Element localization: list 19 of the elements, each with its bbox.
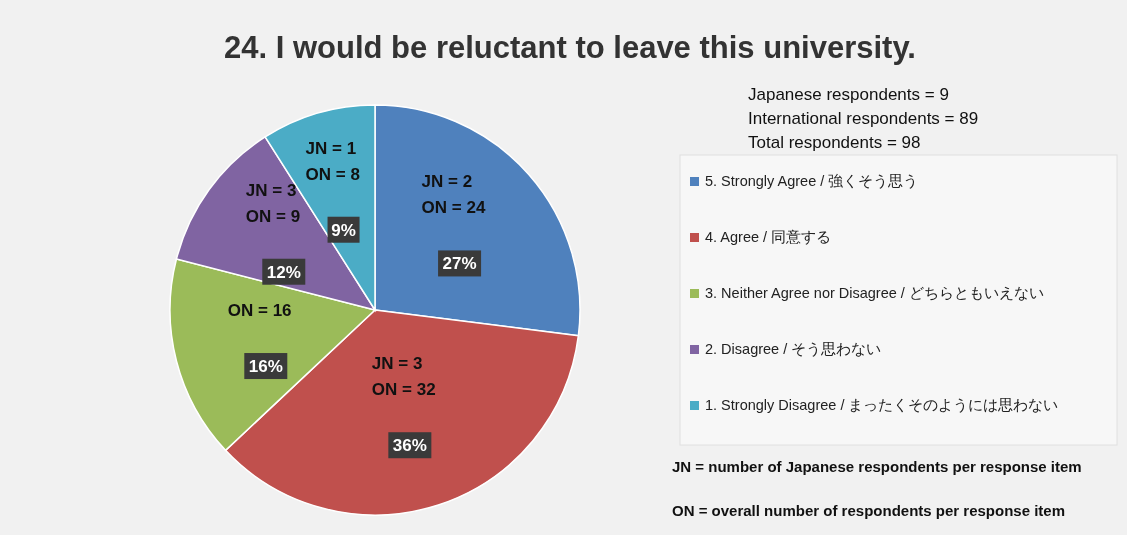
legend-label: 4. Agree / 同意する <box>705 229 832 245</box>
text: JN = 1 ON = 8 <box>305 138 360 184</box>
data-label: 12% <box>266 262 301 282</box>
text: ON = 16 <box>227 301 292 321</box>
data-label: 36% <box>392 436 427 456</box>
legend-label: 1. Strongly Disagree / まったくそのようには思わない <box>705 397 1059 413</box>
text: JN = 2 ON = 24 <box>421 172 486 218</box>
data-label: 27% <box>442 254 477 274</box>
data-label: 16% <box>248 357 283 377</box>
legend-label: 5. Strongly Agree / 強くそう思う <box>705 173 919 189</box>
legend-label: 3. Neither Agree nor Disagree / どちらともいえない <box>705 285 1044 301</box>
text: Japanese respondents = 9 International respondents = 89 Total respondents = 98 <box>748 85 979 152</box>
data-label: 9% <box>331 220 356 240</box>
text: ON = overall number of respondents per response item <box>672 502 1066 519</box>
text: JN = 3 ON = 9 <box>245 180 301 226</box>
chart-title: 24. I would be reluctant to leave this university. <box>224 30 916 65</box>
text: JN = 3 ON = 32 <box>371 354 436 400</box>
text: JN = number of Japanese respondents per response item <box>672 458 1082 475</box>
legend-label: 2. Disagree / そう思わない <box>705 341 882 357</box>
